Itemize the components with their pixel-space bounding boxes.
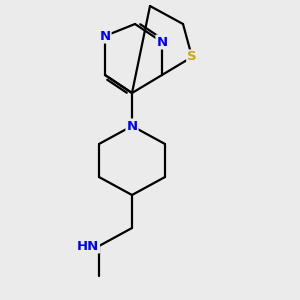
Text: N: N [156,35,168,49]
Text: N: N [99,29,111,43]
Text: N: N [126,119,138,133]
Text: S: S [187,50,197,64]
Text: HN: HN [77,239,99,253]
